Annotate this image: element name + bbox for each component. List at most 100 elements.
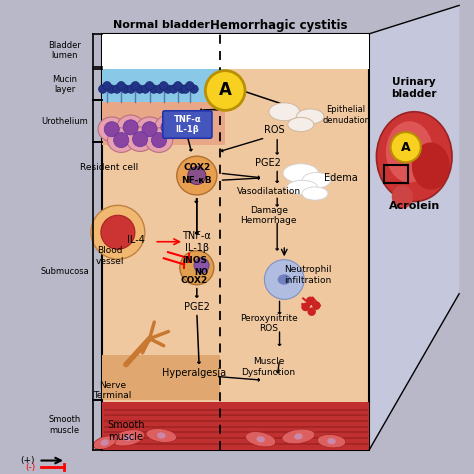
Ellipse shape — [269, 103, 300, 121]
Ellipse shape — [127, 127, 154, 152]
Text: Neutrophil
infiltration: Neutrophil infiltration — [284, 265, 332, 284]
FancyBboxPatch shape — [102, 69, 225, 102]
Ellipse shape — [294, 433, 303, 439]
FancyBboxPatch shape — [102, 355, 220, 400]
Ellipse shape — [136, 117, 163, 142]
Text: Acrolein: Acrolein — [389, 201, 440, 211]
Ellipse shape — [123, 120, 138, 135]
Text: Vasodilatation: Vasodilatation — [237, 187, 301, 196]
Text: Urinary
bladder: Urinary bladder — [392, 77, 437, 99]
FancyBboxPatch shape — [102, 402, 369, 450]
Circle shape — [99, 85, 107, 93]
Text: A: A — [219, 82, 232, 100]
Circle shape — [164, 85, 172, 93]
Ellipse shape — [112, 430, 145, 446]
Ellipse shape — [161, 120, 176, 135]
Ellipse shape — [194, 258, 209, 273]
Circle shape — [141, 85, 150, 93]
Ellipse shape — [114, 133, 129, 148]
Circle shape — [103, 82, 111, 90]
Circle shape — [312, 301, 320, 310]
Ellipse shape — [177, 156, 217, 195]
Text: Normal bladder: Normal bladder — [113, 20, 210, 30]
Text: Damage
Hemorrhage: Damage Hemorrhage — [240, 206, 297, 225]
Text: PGE2: PGE2 — [255, 158, 281, 168]
Text: Hemorrhagic cystitis: Hemorrhagic cystitis — [210, 19, 347, 32]
Circle shape — [107, 85, 116, 93]
Text: Hyperalgesia: Hyperalgesia — [163, 368, 227, 378]
Text: Nerve
Terminal: Nerve Terminal — [93, 381, 132, 401]
Ellipse shape — [146, 128, 173, 153]
Text: PGE2: PGE2 — [184, 302, 210, 312]
Circle shape — [131, 82, 140, 90]
Text: TNF-α
IL-1β: TNF-α IL-1β — [182, 231, 211, 253]
Circle shape — [101, 215, 135, 249]
Ellipse shape — [246, 432, 276, 447]
Ellipse shape — [278, 274, 291, 285]
Polygon shape — [369, 5, 459, 450]
Text: Muscle
Dysfunction: Muscle Dysfunction — [242, 357, 296, 377]
FancyBboxPatch shape — [102, 102, 225, 145]
Circle shape — [121, 85, 130, 93]
Text: Bladder
lumen: Bladder lumen — [48, 41, 81, 60]
Circle shape — [306, 297, 315, 305]
Text: Peroxynitrite
ROS: Peroxynitrite ROS — [240, 314, 298, 333]
Text: A: A — [401, 141, 410, 154]
Circle shape — [308, 308, 316, 316]
Circle shape — [159, 82, 168, 90]
Ellipse shape — [302, 187, 328, 200]
Ellipse shape — [392, 185, 413, 209]
Text: NO: NO — [194, 268, 209, 277]
FancyBboxPatch shape — [163, 111, 212, 138]
Text: Smooth
muscle: Smooth muscle — [107, 420, 145, 442]
Ellipse shape — [412, 143, 450, 190]
Text: iNOS: iNOS — [182, 255, 207, 264]
Ellipse shape — [142, 122, 157, 137]
Ellipse shape — [386, 121, 433, 182]
Ellipse shape — [180, 251, 214, 285]
Ellipse shape — [124, 435, 133, 441]
Ellipse shape — [297, 109, 324, 124]
Ellipse shape — [376, 112, 452, 201]
Ellipse shape — [283, 164, 319, 182]
Circle shape — [117, 82, 126, 90]
Text: COX2: COX2 — [183, 164, 210, 173]
Ellipse shape — [98, 117, 126, 142]
Ellipse shape — [188, 166, 206, 184]
Ellipse shape — [93, 436, 116, 449]
Text: IL-4: IL-4 — [127, 235, 145, 246]
Circle shape — [391, 132, 421, 162]
Circle shape — [185, 82, 194, 90]
Text: Edema: Edema — [324, 173, 358, 183]
Ellipse shape — [108, 128, 135, 153]
Text: Urothelium: Urothelium — [41, 117, 88, 126]
Ellipse shape — [288, 118, 314, 132]
Text: IL-1β: IL-1β — [175, 125, 199, 134]
Text: Epithelial
denudation: Epithelial denudation — [322, 105, 370, 125]
Ellipse shape — [133, 132, 148, 147]
Text: Submucosa: Submucosa — [40, 267, 89, 276]
Ellipse shape — [256, 436, 265, 442]
Ellipse shape — [155, 115, 182, 140]
Text: Blood
vessel: Blood vessel — [96, 246, 125, 265]
Circle shape — [169, 85, 178, 93]
Circle shape — [301, 303, 310, 311]
Ellipse shape — [100, 439, 109, 446]
Text: COX2: COX2 — [181, 275, 208, 284]
Ellipse shape — [104, 122, 119, 137]
Circle shape — [113, 85, 121, 93]
Circle shape — [136, 85, 144, 93]
Circle shape — [150, 85, 158, 93]
Ellipse shape — [282, 429, 315, 444]
Ellipse shape — [302, 173, 330, 188]
Ellipse shape — [117, 115, 145, 140]
Text: Smooth
muscle: Smooth muscle — [48, 415, 81, 435]
Circle shape — [173, 82, 182, 90]
Circle shape — [91, 205, 145, 259]
Ellipse shape — [152, 133, 166, 148]
Circle shape — [127, 85, 136, 93]
Ellipse shape — [287, 180, 318, 194]
Text: NF-κB: NF-κB — [182, 176, 212, 185]
Ellipse shape — [146, 428, 177, 442]
Circle shape — [146, 82, 154, 90]
